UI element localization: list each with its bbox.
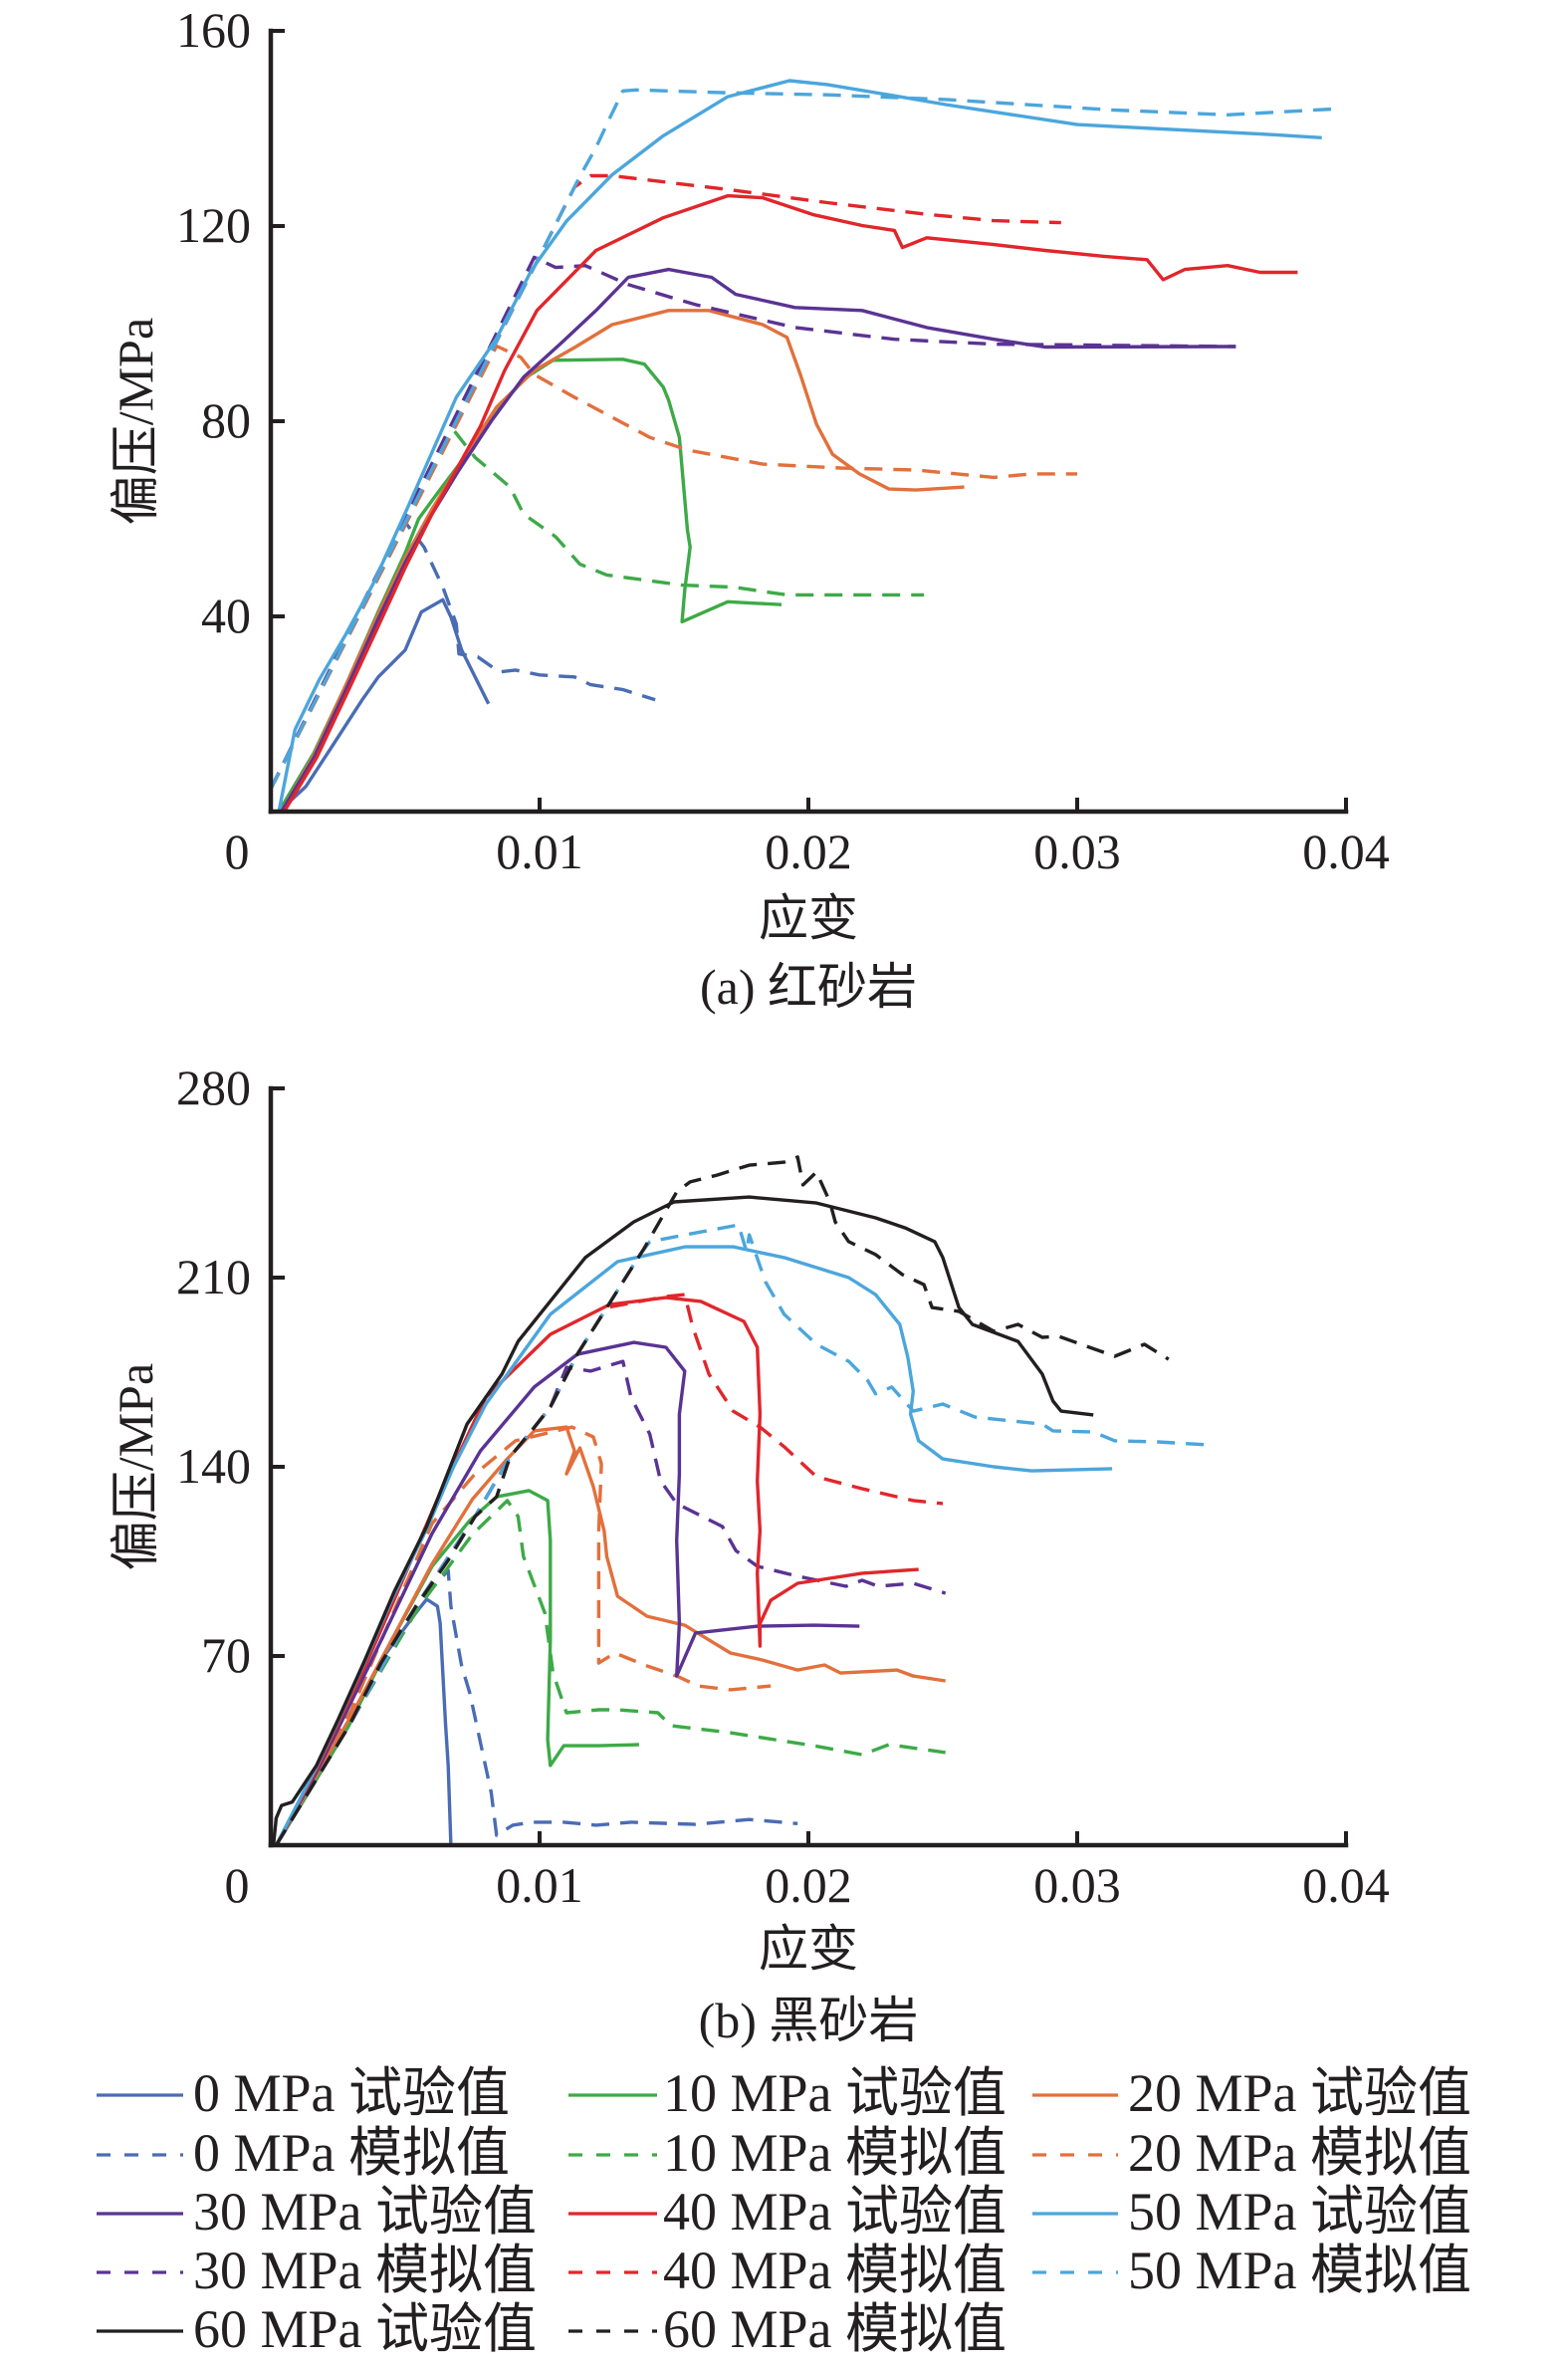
x-tick-label: 0.01	[496, 1857, 583, 1913]
measured-curve-50mpa	[274, 1245, 1113, 1846]
y-tick-label: 80	[201, 392, 251, 448]
measured-curve-20mpa	[280, 309, 965, 813]
curves-group	[272, 1155, 1210, 1846]
measured-curve-40mpa	[283, 193, 1298, 813]
legend-item-0mpa-simulated: 0 MPa 模拟值	[97, 2123, 510, 2183]
ticks-group: 0 0.01 0.02 0.03 0.04 70 140 210 280	[176, 1060, 1390, 1913]
legend-item-20mpa-measured: 20 MPa 试验值	[1032, 2063, 1471, 2123]
x-axis-title: 应变	[759, 1921, 858, 1977]
measured-curve-60mpa	[272, 1195, 1094, 1846]
y-tick-label: 70	[201, 1627, 251, 1683]
x-tick-label: 0.01	[496, 824, 583, 879]
x-tick-label: 0	[225, 1857, 250, 1913]
legend-item-50mpa-measured: 50 MPa 试验值	[1032, 2182, 1471, 2242]
legend-item-0mpa-measured: 0 MPa 试验值	[97, 2063, 510, 2123]
x-tick-label: 0	[225, 824, 250, 879]
x-tick-label: 0.03	[1033, 1857, 1121, 1913]
measured-curve-30mpa	[274, 1340, 860, 1846]
x-tick-label: 0.03	[1033, 824, 1121, 879]
x-tick-label: 0.02	[765, 824, 852, 879]
simulated-curve-50mpa	[274, 1223, 1210, 1846]
simulated-curve-30mpa	[269, 255, 1236, 790]
y-tick-label: 210	[176, 1249, 251, 1304]
simulated-curve-0mpa	[269, 520, 656, 790]
chart-panel-black-sandstone: 0 0.01 0.02 0.03 0.04 70 140 210 280 偏压/MPa 应变 (…	[108, 1060, 1390, 2048]
legend-item-10mpa-measured: 10 MPa 试验值	[568, 2063, 1007, 2123]
y-tick-label: 120	[176, 197, 251, 253]
legend-label: 30 MPa 试验值	[193, 2182, 537, 2242]
x-tick-label: 0.04	[1302, 824, 1390, 879]
legend-label: 40 MPa 试验值	[663, 2182, 1007, 2242]
legend-item-20mpa-simulated: 20 MPa 模拟值	[1032, 2123, 1471, 2183]
simulated-curve-10mpa	[269, 428, 925, 790]
measured-curve-30mpa	[280, 267, 1236, 813]
legend-item-50mpa-simulated: 50 MPa 模拟值	[1032, 2241, 1471, 2300]
simulated-curve-30mpa	[274, 1359, 947, 1846]
legend-label: 10 MPa 试验值	[663, 2063, 1007, 2123]
simulated-curve-40mpa	[274, 1293, 944, 1846]
legend-item-30mpa-measured: 30 MPa 试验值	[97, 2182, 537, 2242]
legend-item-60mpa-simulated: 60 MPa 模拟值	[568, 2299, 1007, 2359]
y-tick-label: 280	[176, 1060, 251, 1115]
legend-item-60mpa-measured: 60 MPa 试验值	[97, 2299, 537, 2359]
legend-label: 40 MPa 模拟值	[663, 2241, 1007, 2300]
x-axis-title: 应变	[759, 890, 858, 946]
legend-label: 50 MPa 模拟值	[1128, 2241, 1471, 2300]
simulated-curve-50mpa	[269, 88, 1336, 790]
legend-item-40mpa-measured: 40 MPa 试验值	[568, 2182, 1007, 2242]
curves-group	[269, 79, 1336, 814]
legend-item-40mpa-simulated: 40 MPa 模拟值	[568, 2241, 1007, 2300]
ticks-group: 0 0.01 0.02 0.03 0.04 40 80 120 160	[176, 2, 1390, 879]
panel-caption: (b) 黑砂岩	[699, 1993, 919, 2048]
simulated-curve-10mpa	[274, 1499, 946, 1846]
measured-curve-50mpa	[277, 79, 1322, 813]
simulated-curve-60mpa	[274, 1155, 1170, 1846]
y-axis-title: 偏压/MPa	[108, 318, 163, 525]
chart-panel-red-sandstone: 0 0.01 0.02 0.03 0.04 40 80 120 160 偏压/MPa 应变 (a…	[108, 2, 1390, 1015]
y-tick-label: 140	[176, 1438, 251, 1494]
legend-item-10mpa-simulated: 10 MPa 模拟值	[568, 2123, 1007, 2183]
measured-curve-10mpa	[277, 357, 783, 813]
measured-curve-20mpa	[274, 1425, 946, 1846]
legend-label: 20 MPa 模拟值	[1128, 2123, 1471, 2183]
legend-label: 60 MPa 模拟值	[663, 2299, 1007, 2359]
y-tick-label: 40	[201, 588, 251, 643]
panel-caption: (a) 红砂岩	[700, 959, 917, 1015]
legend-label: 0 MPa 试验值	[193, 2063, 510, 2123]
legend-label: 60 MPa 试验值	[193, 2299, 537, 2359]
x-tick-label: 0.04	[1302, 1857, 1390, 1913]
legend-item-30mpa-simulated: 30 MPa 模拟值	[97, 2241, 537, 2300]
legend: 0 MPa 试验值 10 MPa 试验值 20 MPa 试验值 0 MPa 模拟值 10…	[97, 2063, 1471, 2359]
legend-label: 10 MPa 模拟值	[663, 2123, 1007, 2183]
measured-curve-0mpa	[277, 597, 491, 814]
legend-label: 20 MPa 试验值	[1128, 2063, 1471, 2123]
x-tick-label: 0.02	[765, 1857, 852, 1913]
legend-label: 30 MPa 模拟值	[193, 2241, 537, 2300]
y-axis-title: 偏压/MPa	[108, 1363, 163, 1570]
legend-label: 50 MPa 试验值	[1128, 2182, 1471, 2242]
simulated-curve-40mpa	[269, 173, 1061, 790]
simulated-curve-20mpa	[269, 344, 1077, 790]
measured-curve-0mpa	[274, 1597, 453, 1846]
simulated-curve-20mpa	[274, 1425, 772, 1846]
legend-label: 0 MPa 模拟值	[193, 2123, 510, 2183]
y-tick-label: 160	[176, 2, 251, 58]
measured-curve-40mpa	[274, 1296, 919, 1846]
